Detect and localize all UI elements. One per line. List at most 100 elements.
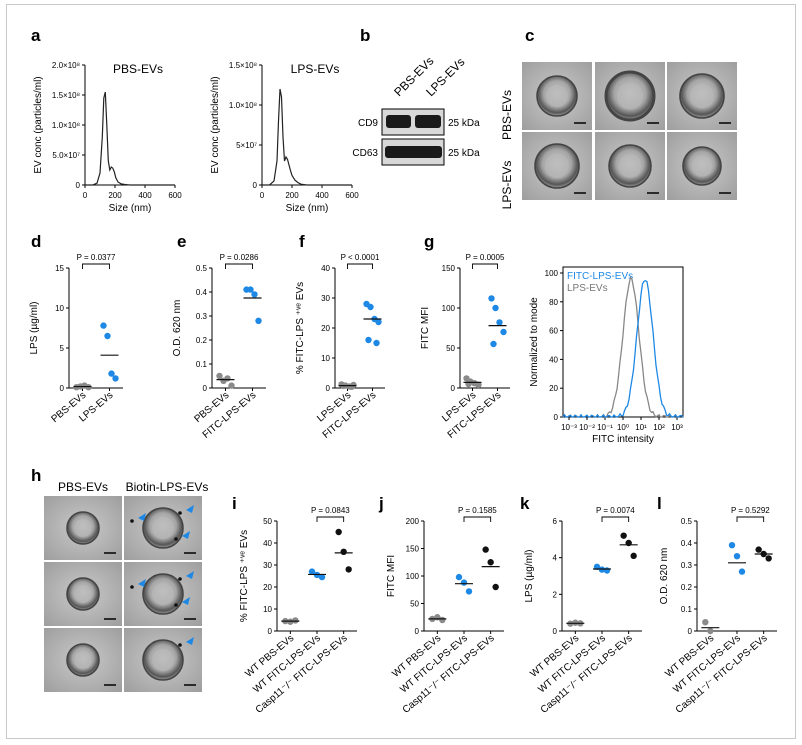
nta-xtick-label-right: 0: [260, 191, 265, 200]
hist-ytick-label: 100: [545, 269, 559, 278]
dot-f-ytick-label: 10: [321, 354, 330, 363]
panel-letter-c: c: [525, 26, 534, 45]
dot-l-point: [765, 555, 772, 562]
hist-ylabel: Normalized to mode: [529, 297, 540, 387]
blot-band-cd63: [385, 146, 442, 158]
tem-h-arrow-r1-1: [182, 597, 190, 605]
tem-row-label-pbs: PBS-EVs: [500, 90, 514, 140]
dot-g-point: [475, 381, 482, 388]
dot-i-point: [287, 618, 294, 625]
dot-e-ylabel: O.D. 620 nm: [172, 300, 183, 357]
hist-xtick-label: 10⁻²: [579, 423, 595, 432]
dot-l-ytick-label: 0.4: [681, 539, 693, 548]
blot-kda-cd63: 25 kDa: [448, 148, 480, 159]
panel-letter-j: j: [378, 494, 384, 513]
dot-j-point: [492, 583, 499, 591]
nta-xtick-label-left: 200: [108, 191, 122, 200]
dot-f-bracket: [347, 263, 373, 269]
dot-i-ytick-label: 20: [263, 583, 272, 592]
blot-band-cd9-pbs: [386, 115, 411, 128]
dot-l-point: [728, 542, 736, 549]
hist-ytick-label: 0: [554, 413, 559, 422]
dot-f-ylabel: % FITC-LPS ⁺ᵛᵉ EVs: [295, 282, 306, 374]
dot-l-bracket: [736, 516, 765, 522]
tem-col-label-pbs: PBS-EVs: [58, 480, 108, 494]
dot-e-point: [228, 382, 235, 389]
dot-f-ytick-label: 0: [326, 384, 331, 393]
dot-k-ytick-label: 6: [553, 517, 558, 526]
dot-f-ytick-label: 40: [321, 264, 330, 273]
nta-ylabel-left: EV conc (particles/ml): [33, 76, 44, 173]
dot-e-ytick-label: 0.2: [196, 336, 208, 345]
hist-xtick-label: 10⁰: [617, 423, 629, 432]
tem-col-label-biotin: Biotin-LPS-EVs: [126, 480, 209, 494]
panel-letter-g: g: [424, 232, 434, 251]
nta-ytick-label-right: 0: [253, 181, 258, 190]
tem-h-r2c1-core: [152, 649, 174, 671]
dot-l-point: [738, 568, 746, 575]
nta-ytick-label-right: 1.0×10⁸: [229, 101, 257, 110]
hist-legend-lps: LPS-EVs: [567, 283, 608, 294]
dot-i-ytick-label: 10: [263, 605, 272, 614]
dot-k-ylabel: LPS (µg/ml): [524, 550, 535, 603]
dot-d-point: [85, 384, 92, 391]
dot-f-point: [375, 318, 382, 326]
dot-i-ylabel: % FITC-LPS ⁺ᵛᵉ EVs: [239, 530, 250, 622]
dot-i-ytick-label: 30: [263, 561, 272, 570]
dot-l-point: [733, 553, 741, 560]
dot-d-ytick-label: 10: [55, 304, 64, 313]
dot-f-ytick-label: 30: [321, 294, 330, 303]
tem-c-r1c0-core: [544, 153, 570, 179]
panel-b-western-blot: PBS-EVs LPS-EVs CD9 CD63 25 kDa 25 kDa: [352, 54, 480, 166]
nta-ytick-label-right: 5×10⁷: [236, 141, 257, 150]
dot-k-point: [630, 552, 637, 560]
panel-letter-l: l: [657, 494, 662, 513]
nta-xtick-label-left: 0: [83, 191, 88, 200]
dot-j-point: [465, 588, 473, 595]
tem-h-r0c1-core: [152, 517, 174, 539]
dot-f-ytick-label: 20: [321, 324, 330, 333]
dot-e-point: [251, 291, 258, 298]
dot-k-bracket: [601, 516, 630, 522]
nta-xlabel-left: Size (nm): [109, 203, 152, 214]
dot-k-ytick-label: 4: [553, 554, 558, 563]
panel-letter-a: a: [31, 26, 41, 45]
dot-d-ytick-label: 5: [60, 344, 65, 353]
dot-j-ytick-label: 100: [406, 572, 420, 581]
tem-c-r1c1-core: [618, 154, 642, 178]
dot-f-point: [367, 303, 374, 311]
dot-l-point: [702, 619, 709, 626]
dot-e-bracket: [225, 263, 253, 269]
panel-letter-i: i: [232, 494, 237, 513]
dot-i-point: [345, 566, 352, 573]
hist-xtick-label: 10³: [671, 423, 683, 432]
hist-ytick-label: 40: [549, 355, 558, 364]
dot-e-ytick-label: 0: [203, 384, 208, 393]
dot-j-point: [482, 546, 489, 553]
tem-h-gold-particle-r0-2: [130, 519, 134, 523]
dot-k-ytick-label: 2: [553, 590, 558, 599]
dot-k-pvalue: P = 0.0074: [596, 506, 635, 515]
nta-xtick-label-left: 400: [138, 191, 152, 200]
nta-title-right: LPS-EVs: [291, 62, 340, 76]
dot-g-ytick-label: 150: [442, 264, 456, 273]
dot-g-point: [500, 328, 507, 336]
tem-h-r1c0-core: [74, 585, 92, 603]
panel-letter-f: f: [299, 232, 305, 251]
dot-i-point: [340, 548, 347, 555]
figure-frame: a b c d e f g h i j k l 0 5.0×10⁷ 1.0×10⁸ 1…: [6, 4, 796, 739]
dot-d-ytick-label: 15: [55, 264, 64, 273]
tem-h-gold-particle-r1-1: [174, 603, 178, 607]
tem-h-gold-particle-r1-0: [178, 577, 182, 581]
dot-i-ytick-label: 50: [263, 517, 272, 526]
tem-h-gold-particle-r1-2: [130, 585, 134, 589]
dot-f-point: [373, 339, 380, 347]
hist-ytick-label: 20: [549, 384, 558, 393]
tem-row-label-lps: LPS-EVs: [500, 161, 514, 210]
nta-xtick-label-right: 600: [345, 191, 359, 200]
dot-d-bracket: [82, 263, 110, 269]
tem-h-r2c0-core: [74, 651, 92, 669]
dot-j-ytick-label: 200: [406, 517, 420, 526]
nta-xtick-label-left: 600: [168, 191, 182, 200]
dot-l-point: [755, 546, 762, 553]
